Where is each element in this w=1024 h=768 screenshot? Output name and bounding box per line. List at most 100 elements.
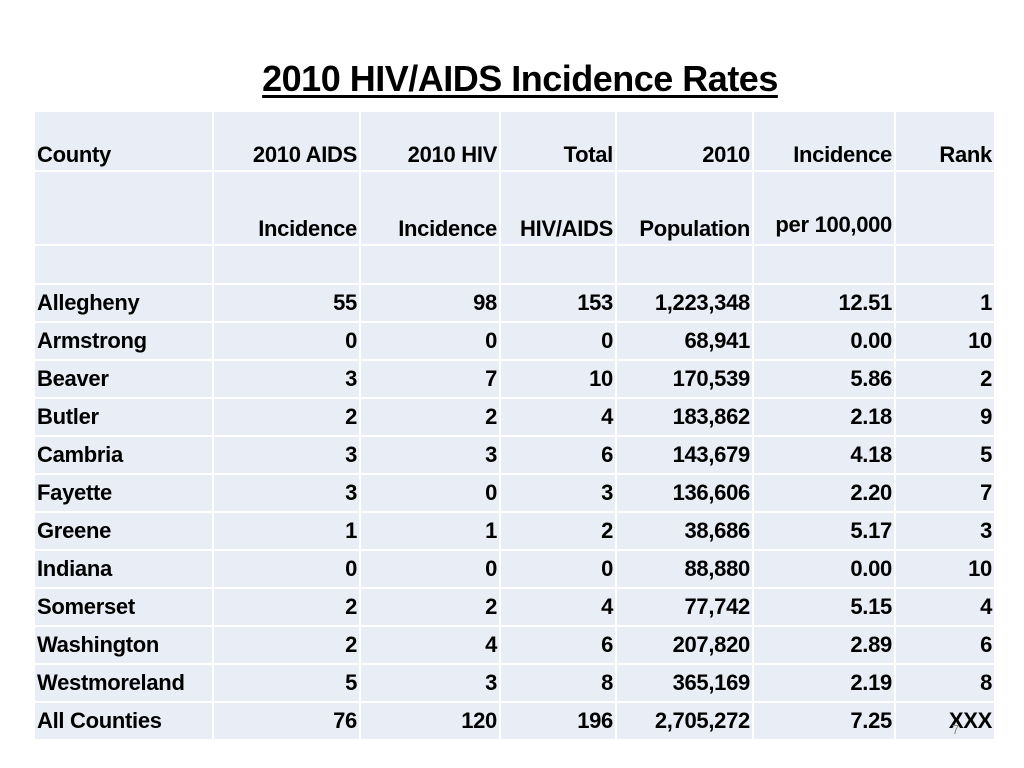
hiv-incidence-cell: 0: [359, 321, 501, 361]
column-header-hiv: 2010 HIV: [359, 110, 501, 172]
total-cell: 3: [499, 473, 617, 513]
population-cell: 183,862: [615, 397, 754, 437]
column-header-rank: Rank: [894, 110, 996, 172]
total-cell: 6: [499, 435, 617, 475]
table-body: County 2010 AIDS 2010 HIV Total 2010 Inc…: [33, 110, 996, 741]
incidence-rate-cell: 0.00: [752, 321, 896, 361]
spacer-cell: [359, 244, 501, 285]
spacer-cell: [499, 244, 617, 285]
population-cell: 38,686: [615, 511, 754, 551]
rank-cell: 10: [894, 549, 996, 589]
rank-cell: 3: [894, 511, 996, 551]
column-subheader-population: Population: [615, 170, 754, 246]
aids-incidence-cell: 1: [212, 511, 361, 551]
population-cell: 136,606: [615, 473, 754, 513]
column-subheader-aids: Incidence: [212, 170, 361, 246]
aids-incidence-cell: 2: [212, 587, 361, 627]
column-header-incidence: Incidence: [752, 110, 896, 172]
incidence-rate-cell: 0.00: [752, 549, 896, 589]
county-name-cell: All Counties: [33, 701, 214, 741]
rank-cell: 10: [894, 321, 996, 361]
hiv-incidence-cell: 3: [359, 663, 501, 703]
hiv-incidence-cell: 3: [359, 435, 501, 475]
incidence-rate-cell: 4.18: [752, 435, 896, 475]
rank-cell: 1: [894, 283, 996, 323]
table-row: Allegheny 55 98 153 1,223,348 12.51 1: [33, 283, 996, 323]
aids-incidence-cell: 2: [212, 397, 361, 437]
spacer-cell: [615, 244, 754, 285]
rank-cell: 8: [894, 663, 996, 703]
rank-cell: XXX: [894, 701, 996, 741]
population-cell: 2,705,272: [615, 701, 754, 741]
column-subheader-rank: [894, 170, 996, 246]
spacer-cell: [752, 244, 896, 285]
incidence-rate-cell: 5.86: [752, 359, 896, 399]
total-cell: 0: [499, 321, 617, 361]
column-header-population: 2010: [615, 110, 754, 172]
aids-incidence-cell: 3: [212, 359, 361, 399]
population-cell: 68,941: [615, 321, 754, 361]
hiv-incidence-cell: 2: [359, 587, 501, 627]
county-name-cell: Washington: [33, 625, 214, 665]
hiv-incidence-cell: 2: [359, 397, 501, 437]
incidence-rate-cell: 7.25: [752, 701, 896, 741]
total-cell: 4: [499, 397, 617, 437]
aids-incidence-cell: 2: [212, 625, 361, 665]
table-row: Armstrong 0 0 0 68,941 0.00 10: [33, 321, 996, 361]
rank-cell: 7: [894, 473, 996, 513]
aids-incidence-cell: 0: [212, 549, 361, 589]
column-subheader-hiv: Incidence: [359, 170, 501, 246]
total-cell: 4: [499, 587, 617, 627]
table-row: Greene 1 1 2 38,686 5.17 3: [33, 511, 996, 551]
population-cell: 365,169: [615, 663, 754, 703]
population-cell: 1,223,348: [615, 283, 754, 323]
table-header-row: County 2010 AIDS 2010 HIV Total 2010 Inc…: [33, 110, 996, 172]
column-subheader-incidence: per 100,000: [752, 170, 896, 246]
table-row: Washington 2 4 6 207,820 2.89 6: [33, 625, 996, 665]
county-name-cell: Westmoreland: [33, 663, 214, 703]
population-cell: 143,679: [615, 435, 754, 475]
county-name-cell: Fayette: [33, 473, 214, 513]
rank-cell: 9: [894, 397, 996, 437]
total-cell: 8: [499, 663, 617, 703]
incidence-rate-cell: 12.51: [752, 283, 896, 323]
hiv-incidence-cell: 4: [359, 625, 501, 665]
hiv-incidence-cell: 1: [359, 511, 501, 551]
county-name-cell: Somerset: [33, 587, 214, 627]
table-row: Indiana 0 0 0 88,880 0.00 10: [33, 549, 996, 589]
county-name-cell: Greene: [33, 511, 214, 551]
rank-cell: 2: [894, 359, 996, 399]
column-subheader-total: HIV/AIDS: [499, 170, 617, 246]
county-name-cell: Allegheny: [33, 283, 214, 323]
incidence-table: County 2010 AIDS 2010 HIV Total 2010 Inc…: [33, 110, 996, 741]
population-cell: 88,880: [615, 549, 754, 589]
hiv-incidence-cell: 120: [359, 701, 501, 741]
table-row: Fayette 3 0 3 136,606 2.20 7: [33, 473, 996, 513]
aids-incidence-cell: 76: [212, 701, 361, 741]
hiv-incidence-cell: 0: [359, 549, 501, 589]
aids-incidence-cell: 55: [212, 283, 361, 323]
total-cell: 196: [499, 701, 617, 741]
rank-cell: 5: [894, 435, 996, 475]
total-cell: 6: [499, 625, 617, 665]
column-subheader-county: [33, 170, 214, 246]
population-cell: 207,820: [615, 625, 754, 665]
county-name-cell: Armstrong: [33, 321, 214, 361]
county-name-cell: Beaver: [33, 359, 214, 399]
hiv-incidence-cell: 0: [359, 473, 501, 513]
incidence-rate-cell: 2.18: [752, 397, 896, 437]
incidence-rate-cell: 2.20: [752, 473, 896, 513]
hiv-incidence-cell: 7: [359, 359, 501, 399]
rank-cell: 6: [894, 625, 996, 665]
table-row: Somerset 2 2 4 77,742 5.15 4: [33, 587, 996, 627]
table-row: Beaver 3 7 10 170,539 5.86 2: [33, 359, 996, 399]
population-cell: 170,539: [615, 359, 754, 399]
incidence-rate-cell: 5.17: [752, 511, 896, 551]
aids-incidence-cell: 3: [212, 473, 361, 513]
rank-cell: 4: [894, 587, 996, 627]
spacer-cell: [894, 244, 996, 285]
aids-incidence-cell: 5: [212, 663, 361, 703]
total-cell: 0: [499, 549, 617, 589]
page-number: 7: [952, 722, 960, 737]
